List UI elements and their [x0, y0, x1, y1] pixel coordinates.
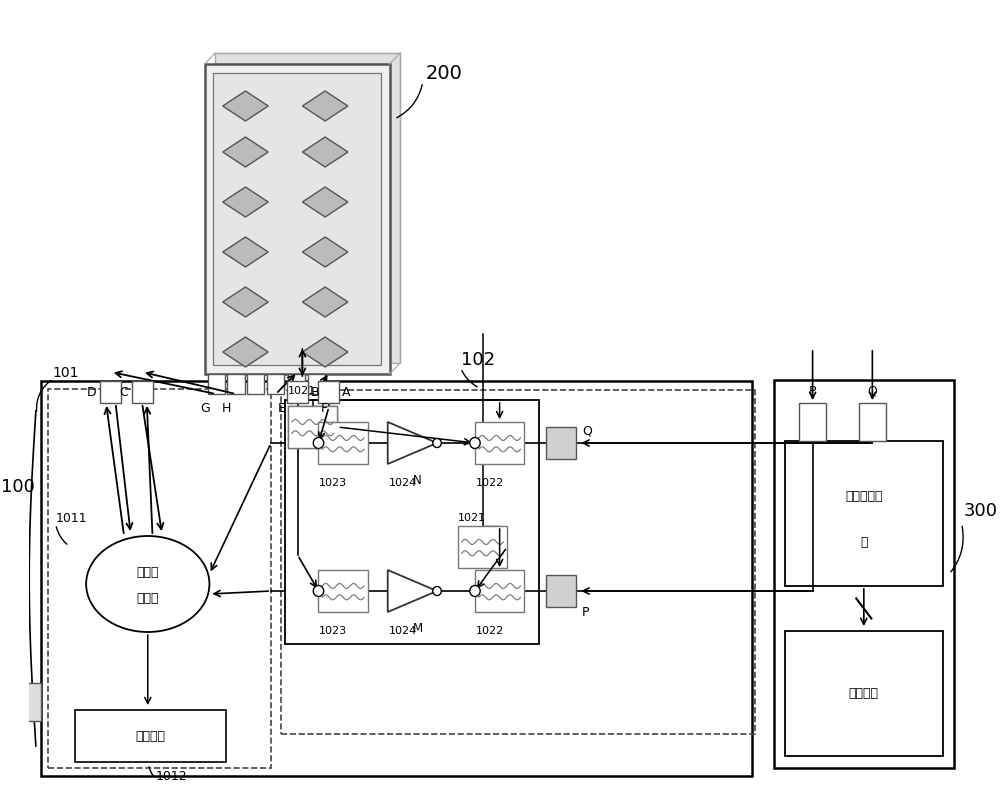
Text: 1022: 1022: [476, 626, 504, 636]
Bar: [288, 406, 337, 448]
Bar: [799, 403, 826, 441]
Polygon shape: [223, 137, 268, 167]
Bar: [458, 526, 507, 568]
Circle shape: [433, 587, 441, 596]
Circle shape: [313, 437, 324, 449]
Text: 1023: 1023: [318, 478, 347, 488]
Text: A: A: [342, 386, 351, 399]
Text: B: B: [311, 386, 320, 399]
Bar: [41, 381, 752, 776]
Bar: [308, 374, 325, 394]
Bar: [318, 422, 368, 464]
Polygon shape: [388, 422, 437, 464]
FancyArrowPatch shape: [951, 526, 963, 572]
Bar: [247, 374, 264, 394]
Polygon shape: [223, 187, 268, 217]
Bar: [205, 64, 390, 374]
Bar: [281, 390, 755, 734]
Polygon shape: [302, 137, 348, 167]
Bar: [213, 73, 381, 365]
FancyArrowPatch shape: [149, 767, 153, 776]
Text: P: P: [582, 606, 590, 619]
FancyArrowPatch shape: [37, 380, 51, 411]
Text: 100: 100: [1, 478, 35, 495]
Bar: [318, 570, 368, 612]
Text: 1021: 1021: [458, 513, 486, 523]
Bar: [132, 381, 153, 403]
Bar: [288, 406, 337, 448]
Text: 收发射: 收发射: [137, 565, 159, 579]
Text: 1024: 1024: [389, 626, 417, 636]
Bar: [227, 374, 245, 394]
Text: N: N: [412, 474, 421, 487]
Text: 路: 路: [860, 536, 868, 549]
Bar: [475, 422, 524, 464]
Text: 1012: 1012: [155, 770, 187, 783]
Polygon shape: [223, 337, 268, 367]
Polygon shape: [302, 91, 348, 121]
Circle shape: [313, 585, 324, 596]
Bar: [100, 381, 121, 403]
Polygon shape: [302, 187, 348, 217]
Text: 101: 101: [53, 366, 79, 380]
Text: 200: 200: [426, 64, 463, 83]
FancyArrowPatch shape: [56, 526, 67, 544]
FancyArrowPatch shape: [397, 85, 422, 118]
Text: 1011: 1011: [56, 512, 87, 525]
Text: Q: Q: [582, 425, 592, 438]
Bar: [318, 381, 339, 403]
Text: 102: 102: [461, 351, 495, 369]
Text: H: H: [222, 402, 231, 415]
Bar: [48, 389, 271, 768]
Polygon shape: [302, 287, 348, 317]
Text: F: F: [320, 402, 328, 415]
Polygon shape: [388, 570, 437, 612]
Bar: [20, 683, 41, 721]
Circle shape: [470, 437, 480, 449]
Text: 频电路: 频电路: [137, 592, 159, 604]
Text: D: D: [87, 386, 97, 399]
Bar: [546, 575, 576, 607]
Circle shape: [433, 438, 441, 448]
Text: 1024: 1024: [389, 478, 417, 488]
Bar: [288, 374, 305, 394]
Text: 300: 300: [963, 502, 997, 520]
Text: 基带单元: 基带单元: [136, 730, 166, 742]
Text: C: C: [119, 386, 128, 399]
Circle shape: [470, 585, 480, 596]
Text: 1021: 1021: [288, 386, 316, 396]
Polygon shape: [223, 287, 268, 317]
Text: E: E: [278, 402, 286, 415]
Bar: [267, 374, 284, 394]
Text: 1023: 1023: [318, 626, 347, 636]
Polygon shape: [223, 237, 268, 267]
Bar: [475, 570, 524, 612]
Text: G: G: [200, 402, 210, 415]
Bar: [785, 441, 943, 586]
Text: 基带单元: 基带单元: [849, 687, 879, 700]
Bar: [75, 710, 226, 762]
Ellipse shape: [86, 536, 209, 632]
Text: 1022: 1022: [476, 478, 504, 488]
Bar: [859, 403, 886, 441]
Bar: [287, 381, 308, 403]
Text: P: P: [809, 385, 816, 398]
Text: 收发射频电: 收发射频电: [845, 490, 883, 503]
Bar: [774, 380, 954, 768]
Bar: [546, 427, 576, 459]
FancyArrowPatch shape: [462, 371, 477, 387]
Polygon shape: [302, 337, 348, 367]
Bar: [785, 631, 943, 756]
Bar: [285, 400, 539, 644]
Text: Q: Q: [867, 385, 877, 398]
Text: M: M: [412, 622, 423, 635]
Polygon shape: [302, 237, 348, 267]
Bar: [208, 374, 225, 394]
Polygon shape: [223, 91, 268, 121]
Bar: [215, 53, 400, 363]
